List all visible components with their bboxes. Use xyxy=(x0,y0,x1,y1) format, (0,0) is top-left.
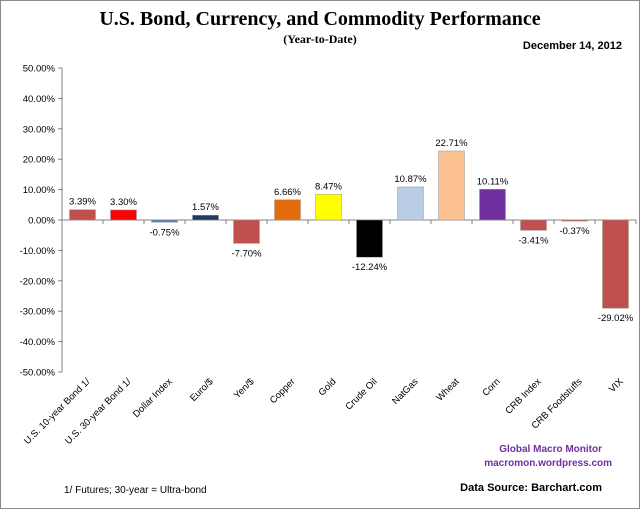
chart-date: December 14, 2012 xyxy=(522,40,622,52)
y-tick-label: 40.00% xyxy=(23,94,56,105)
data-label: 1.57% xyxy=(192,202,219,213)
x-tick-label: CRB Index xyxy=(503,376,543,416)
data-label: -12.24% xyxy=(352,262,388,273)
y-tick-label: -10.00% xyxy=(20,246,56,257)
bar xyxy=(602,219,629,309)
y-tick-label: -30.00% xyxy=(20,307,56,318)
y-tick-label: 20.00% xyxy=(23,155,56,166)
x-tick-label: Wheat xyxy=(434,376,461,403)
attribution-name: Global Macro Monitor xyxy=(499,444,602,455)
y-tick-label: -20.00% xyxy=(20,276,56,287)
attribution-url: macromon.wordpress.com xyxy=(484,458,612,469)
data-label: -29.02% xyxy=(598,313,634,324)
data-label: -0.75% xyxy=(149,227,180,238)
footnote: 1/ Futures; 30-year = Ultra-bond xyxy=(64,485,207,496)
x-tick-label: Gold xyxy=(317,376,339,398)
chart-title: U.S. Bond, Currency, and Commodity Perfo… xyxy=(99,8,541,30)
data-label: 6.66% xyxy=(274,187,301,198)
bar xyxy=(397,186,424,221)
data-label: 3.30% xyxy=(110,197,137,208)
x-tick-label: U.S. 10-year Bond 1/ xyxy=(22,376,93,447)
y-tick-label: 50.00% xyxy=(23,64,56,75)
bar xyxy=(356,219,383,258)
bar xyxy=(110,209,137,221)
x-tick-label: Copper xyxy=(268,376,298,406)
x-tick-label: NatGas xyxy=(390,376,421,407)
x-tick-label: Dollar Index xyxy=(131,376,175,420)
bar xyxy=(233,219,260,244)
x-tick-label: Euro/$ xyxy=(188,376,216,404)
bar xyxy=(69,209,96,221)
bar xyxy=(561,219,588,222)
bar xyxy=(520,219,547,231)
y-tick-label: -50.00% xyxy=(20,368,56,379)
x-tick-label: VIX xyxy=(607,376,626,395)
chart-subtitle: (Year-to-Date) xyxy=(283,32,357,46)
bar xyxy=(274,199,301,221)
y-tick-label: 0.00% xyxy=(28,216,55,227)
x-tick-label: Corn xyxy=(480,376,502,398)
data-label: 22.71% xyxy=(435,138,468,149)
bar xyxy=(315,194,342,221)
data-source: Data Source: Barchart.com xyxy=(460,482,602,494)
x-tick-label: Yen/$ xyxy=(232,376,257,401)
y-tick-label: -40.00% xyxy=(20,337,56,348)
x-tick-label: Crude Oil xyxy=(343,376,379,412)
data-label: -3.41% xyxy=(518,235,549,246)
bar xyxy=(192,214,219,221)
bar xyxy=(479,189,506,221)
data-label: 8.47% xyxy=(315,181,342,192)
data-label: -7.70% xyxy=(231,248,262,259)
data-label: 10.11% xyxy=(477,176,509,187)
y-tick-label: 30.00% xyxy=(23,124,56,135)
data-label: -0.37% xyxy=(559,226,590,237)
y-tick-label: 10.00% xyxy=(23,185,56,196)
data-label: 10.87% xyxy=(394,174,427,185)
data-label: 3.39% xyxy=(69,197,96,208)
bar xyxy=(438,150,465,221)
bar xyxy=(151,219,178,223)
